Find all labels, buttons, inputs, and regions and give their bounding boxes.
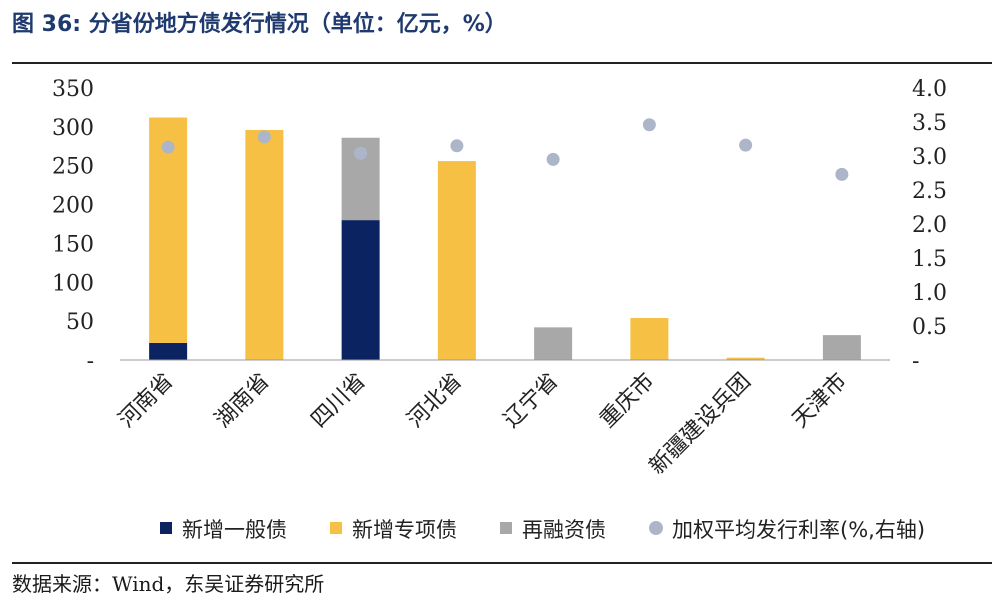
bar-segment bbox=[341, 220, 380, 360]
category-label: 河南省 bbox=[114, 369, 178, 433]
rate-point bbox=[354, 146, 368, 160]
category-label: 四川省 bbox=[307, 369, 371, 433]
left-tick-label: - bbox=[87, 349, 94, 374]
right-tick-label: 4.0 bbox=[912, 77, 947, 102]
category-label: 河北省 bbox=[403, 369, 467, 433]
left-tick-label: 200 bbox=[52, 194, 94, 219]
right-tick-label: 1.0 bbox=[912, 281, 947, 306]
legend-swatch bbox=[649, 521, 663, 535]
bar-segment bbox=[822, 335, 861, 360]
category-label: 重庆市 bbox=[595, 369, 659, 433]
rate-point bbox=[546, 152, 560, 166]
left-tick-label: 300 bbox=[52, 116, 94, 141]
category-label: 新疆建设兵团 bbox=[645, 369, 756, 480]
left-tick-label: 350 bbox=[52, 77, 94, 102]
legend-label: 新增一般债 bbox=[182, 518, 287, 542]
chart: - 50 100 150 200 250 300 350 - 0.5 1.0 1.5 2.0 2.5 3.… bbox=[52, 77, 947, 542]
legend-label: 加权平均发行利率(%,右轴) bbox=[672, 518, 925, 542]
bottom-rule bbox=[12, 562, 992, 564]
right-tick-label: 2.5 bbox=[912, 179, 947, 204]
bar-segment bbox=[245, 129, 284, 360]
legend-label: 再融资债 bbox=[522, 518, 606, 542]
bar-segment bbox=[437, 161, 476, 360]
rate-points bbox=[161, 118, 849, 181]
right-tick-label: 3.5 bbox=[912, 111, 947, 136]
right-tick-label: 0.5 bbox=[912, 315, 947, 340]
left-tick-label: 100 bbox=[52, 271, 94, 296]
left-tick-label: 150 bbox=[52, 232, 94, 257]
bar-segment bbox=[534, 327, 573, 360]
legend-swatch bbox=[500, 522, 512, 534]
right-tick-label: 1.5 bbox=[912, 247, 947, 272]
category-label: 天津市 bbox=[788, 369, 852, 433]
left-tick-label: 50 bbox=[66, 310, 94, 335]
right-tick-label: 2.0 bbox=[912, 213, 947, 238]
left-tick-label: 250 bbox=[52, 155, 94, 180]
rate-point bbox=[835, 167, 849, 181]
figure-title: 图 36: 分省份地方债发行情况（单位：亿元，%） bbox=[12, 12, 507, 37]
legend-label: 新增专项债 bbox=[352, 518, 457, 542]
right-tick-label: 3.0 bbox=[912, 145, 947, 170]
right-tick-label: - bbox=[912, 349, 919, 374]
rate-point bbox=[161, 140, 175, 154]
legend-swatch bbox=[330, 522, 342, 534]
rate-point bbox=[257, 130, 271, 144]
category-label: 辽宁省 bbox=[499, 369, 563, 433]
rate-point bbox=[642, 118, 656, 132]
bar-segment bbox=[149, 342, 188, 360]
category-label: 湖南省 bbox=[210, 369, 274, 433]
top-rule bbox=[12, 62, 992, 64]
rate-point bbox=[739, 138, 753, 152]
source-note: 数据来源：Wind，东吴证券研究所 bbox=[12, 572, 325, 596]
right-axis: - 0.5 1.0 1.5 2.0 2.5 3.0 3.5 4.0 bbox=[912, 77, 947, 374]
bar-segment bbox=[630, 318, 669, 360]
bars bbox=[149, 117, 861, 360]
bar-segment bbox=[726, 357, 765, 360]
bar-segment bbox=[149, 117, 188, 343]
legend-swatch bbox=[160, 522, 172, 534]
legend: 新增一般债 新增专项债 再融资债 加权平均发行利率(%,右轴) bbox=[160, 518, 925, 542]
left-axis: - 50 100 150 200 250 300 350 bbox=[52, 77, 94, 374]
rate-point bbox=[450, 139, 464, 153]
